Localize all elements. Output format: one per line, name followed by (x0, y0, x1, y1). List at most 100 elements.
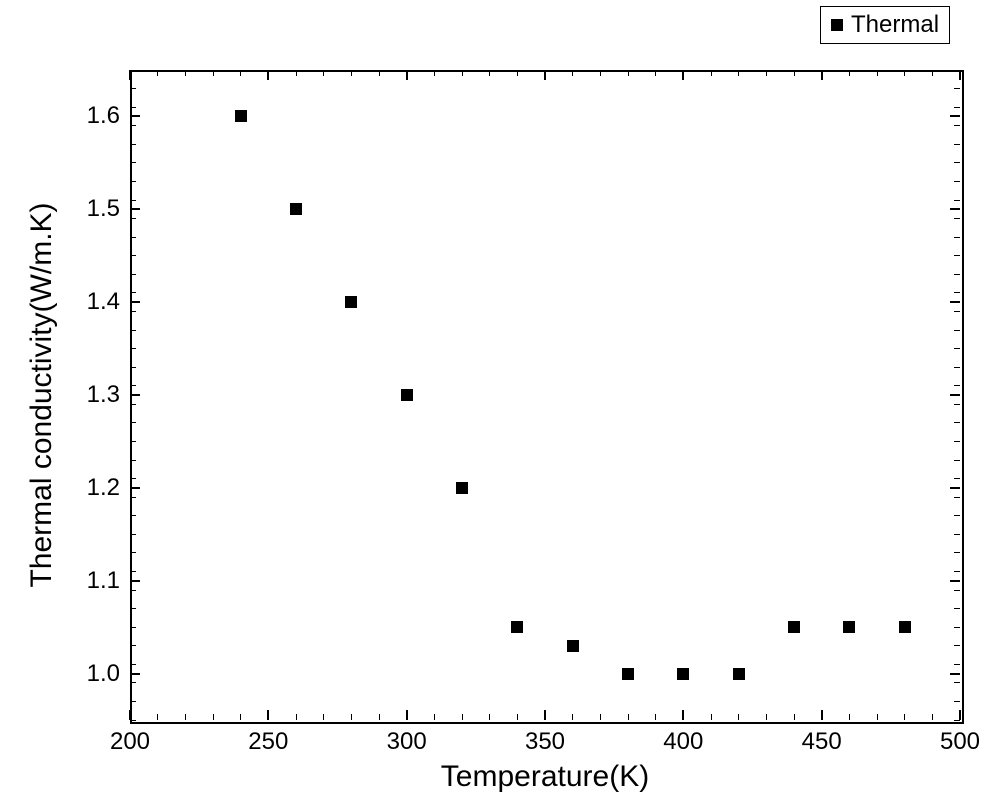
tick-mark (954, 552, 960, 553)
tick-mark (950, 301, 960, 303)
tick-mark (157, 70, 158, 76)
tick-mark (296, 714, 297, 720)
tick-mark (954, 441, 960, 442)
tick-mark (877, 70, 878, 76)
tick-mark (323, 714, 324, 720)
tick-mark (821, 710, 823, 720)
tick-mark (954, 330, 960, 331)
tick-mark (130, 590, 136, 591)
tick-mark (954, 88, 960, 89)
tick-mark (406, 710, 408, 720)
tick-mark (711, 714, 712, 720)
tick-mark (130, 608, 136, 609)
tick-mark (296, 70, 297, 76)
data-point (843, 621, 855, 633)
tick-mark (130, 200, 136, 201)
tick-mark (954, 255, 960, 256)
tick-mark (655, 70, 656, 76)
tick-mark (130, 301, 140, 303)
tick-mark (711, 70, 712, 76)
tick-mark (932, 70, 933, 76)
tick-mark (954, 218, 960, 219)
tick-mark (489, 714, 490, 720)
tick-mark (954, 664, 960, 665)
tick-mark (954, 70, 960, 71)
tick-mark (434, 714, 435, 720)
tick-mark (954, 237, 960, 238)
tick-mark (489, 70, 490, 76)
tick-mark (954, 348, 960, 349)
tick-mark (954, 200, 960, 201)
tick-mark (130, 115, 140, 117)
x-tick-label: 500 (940, 728, 980, 756)
data-point (677, 668, 689, 680)
tick-mark (130, 422, 136, 423)
tick-mark (130, 720, 136, 721)
tick-mark (130, 682, 136, 683)
tick-mark (130, 208, 140, 210)
tick-mark (129, 710, 131, 720)
tick-mark (655, 714, 656, 720)
tick-mark (738, 70, 739, 76)
tick-mark (240, 714, 241, 720)
tick-mark (130, 144, 136, 145)
tick-mark (130, 552, 136, 553)
tick-mark (130, 478, 136, 479)
tick-mark (738, 714, 739, 720)
x-tick-label: 400 (663, 728, 703, 756)
plot-frame (130, 70, 964, 724)
tick-mark (954, 720, 960, 721)
tick-mark (434, 70, 435, 76)
tick-mark (954, 125, 960, 126)
x-tick-label: 250 (248, 728, 288, 756)
tick-mark (954, 144, 960, 145)
tick-mark (954, 385, 960, 386)
tick-mark (517, 714, 518, 720)
tick-mark (682, 710, 684, 720)
tick-mark (954, 515, 960, 516)
tick-mark (240, 70, 241, 76)
tick-mark (950, 673, 960, 675)
tick-mark (185, 70, 186, 76)
tick-mark (213, 70, 214, 76)
x-tick-label: 450 (802, 728, 842, 756)
tick-mark (130, 394, 140, 396)
tick-mark (213, 714, 214, 720)
tick-mark (323, 70, 324, 76)
tick-mark (628, 714, 629, 720)
tick-mark (130, 311, 136, 312)
tick-mark (904, 70, 905, 76)
tick-mark (950, 394, 960, 396)
data-point (899, 621, 911, 633)
tick-mark (794, 714, 795, 720)
y-tick-label: 1.0 (87, 660, 120, 688)
tick-mark (932, 714, 933, 720)
tick-mark (682, 70, 684, 80)
tick-mark (544, 70, 546, 80)
y-tick-label: 1.4 (87, 288, 120, 316)
tick-mark (351, 70, 352, 76)
legend-label: Thermal (851, 11, 939, 39)
tick-mark (959, 710, 961, 720)
tick-mark (130, 125, 136, 126)
tick-mark (130, 385, 136, 386)
tick-mark (130, 107, 136, 108)
tick-mark (954, 645, 960, 646)
data-point (567, 640, 579, 652)
tick-mark (130, 645, 136, 646)
tick-mark (462, 70, 463, 76)
tick-mark (954, 608, 960, 609)
tick-mark (130, 218, 136, 219)
tick-mark (130, 497, 136, 498)
data-point (733, 668, 745, 680)
tick-mark (950, 208, 960, 210)
tick-mark (130, 274, 136, 275)
tick-mark (130, 487, 140, 489)
data-point (401, 389, 413, 401)
x-tick-label: 300 (387, 728, 427, 756)
tick-mark (130, 404, 136, 405)
tick-mark (954, 497, 960, 498)
tick-mark (406, 70, 408, 80)
tick-mark (954, 311, 960, 312)
tick-mark (954, 590, 960, 591)
